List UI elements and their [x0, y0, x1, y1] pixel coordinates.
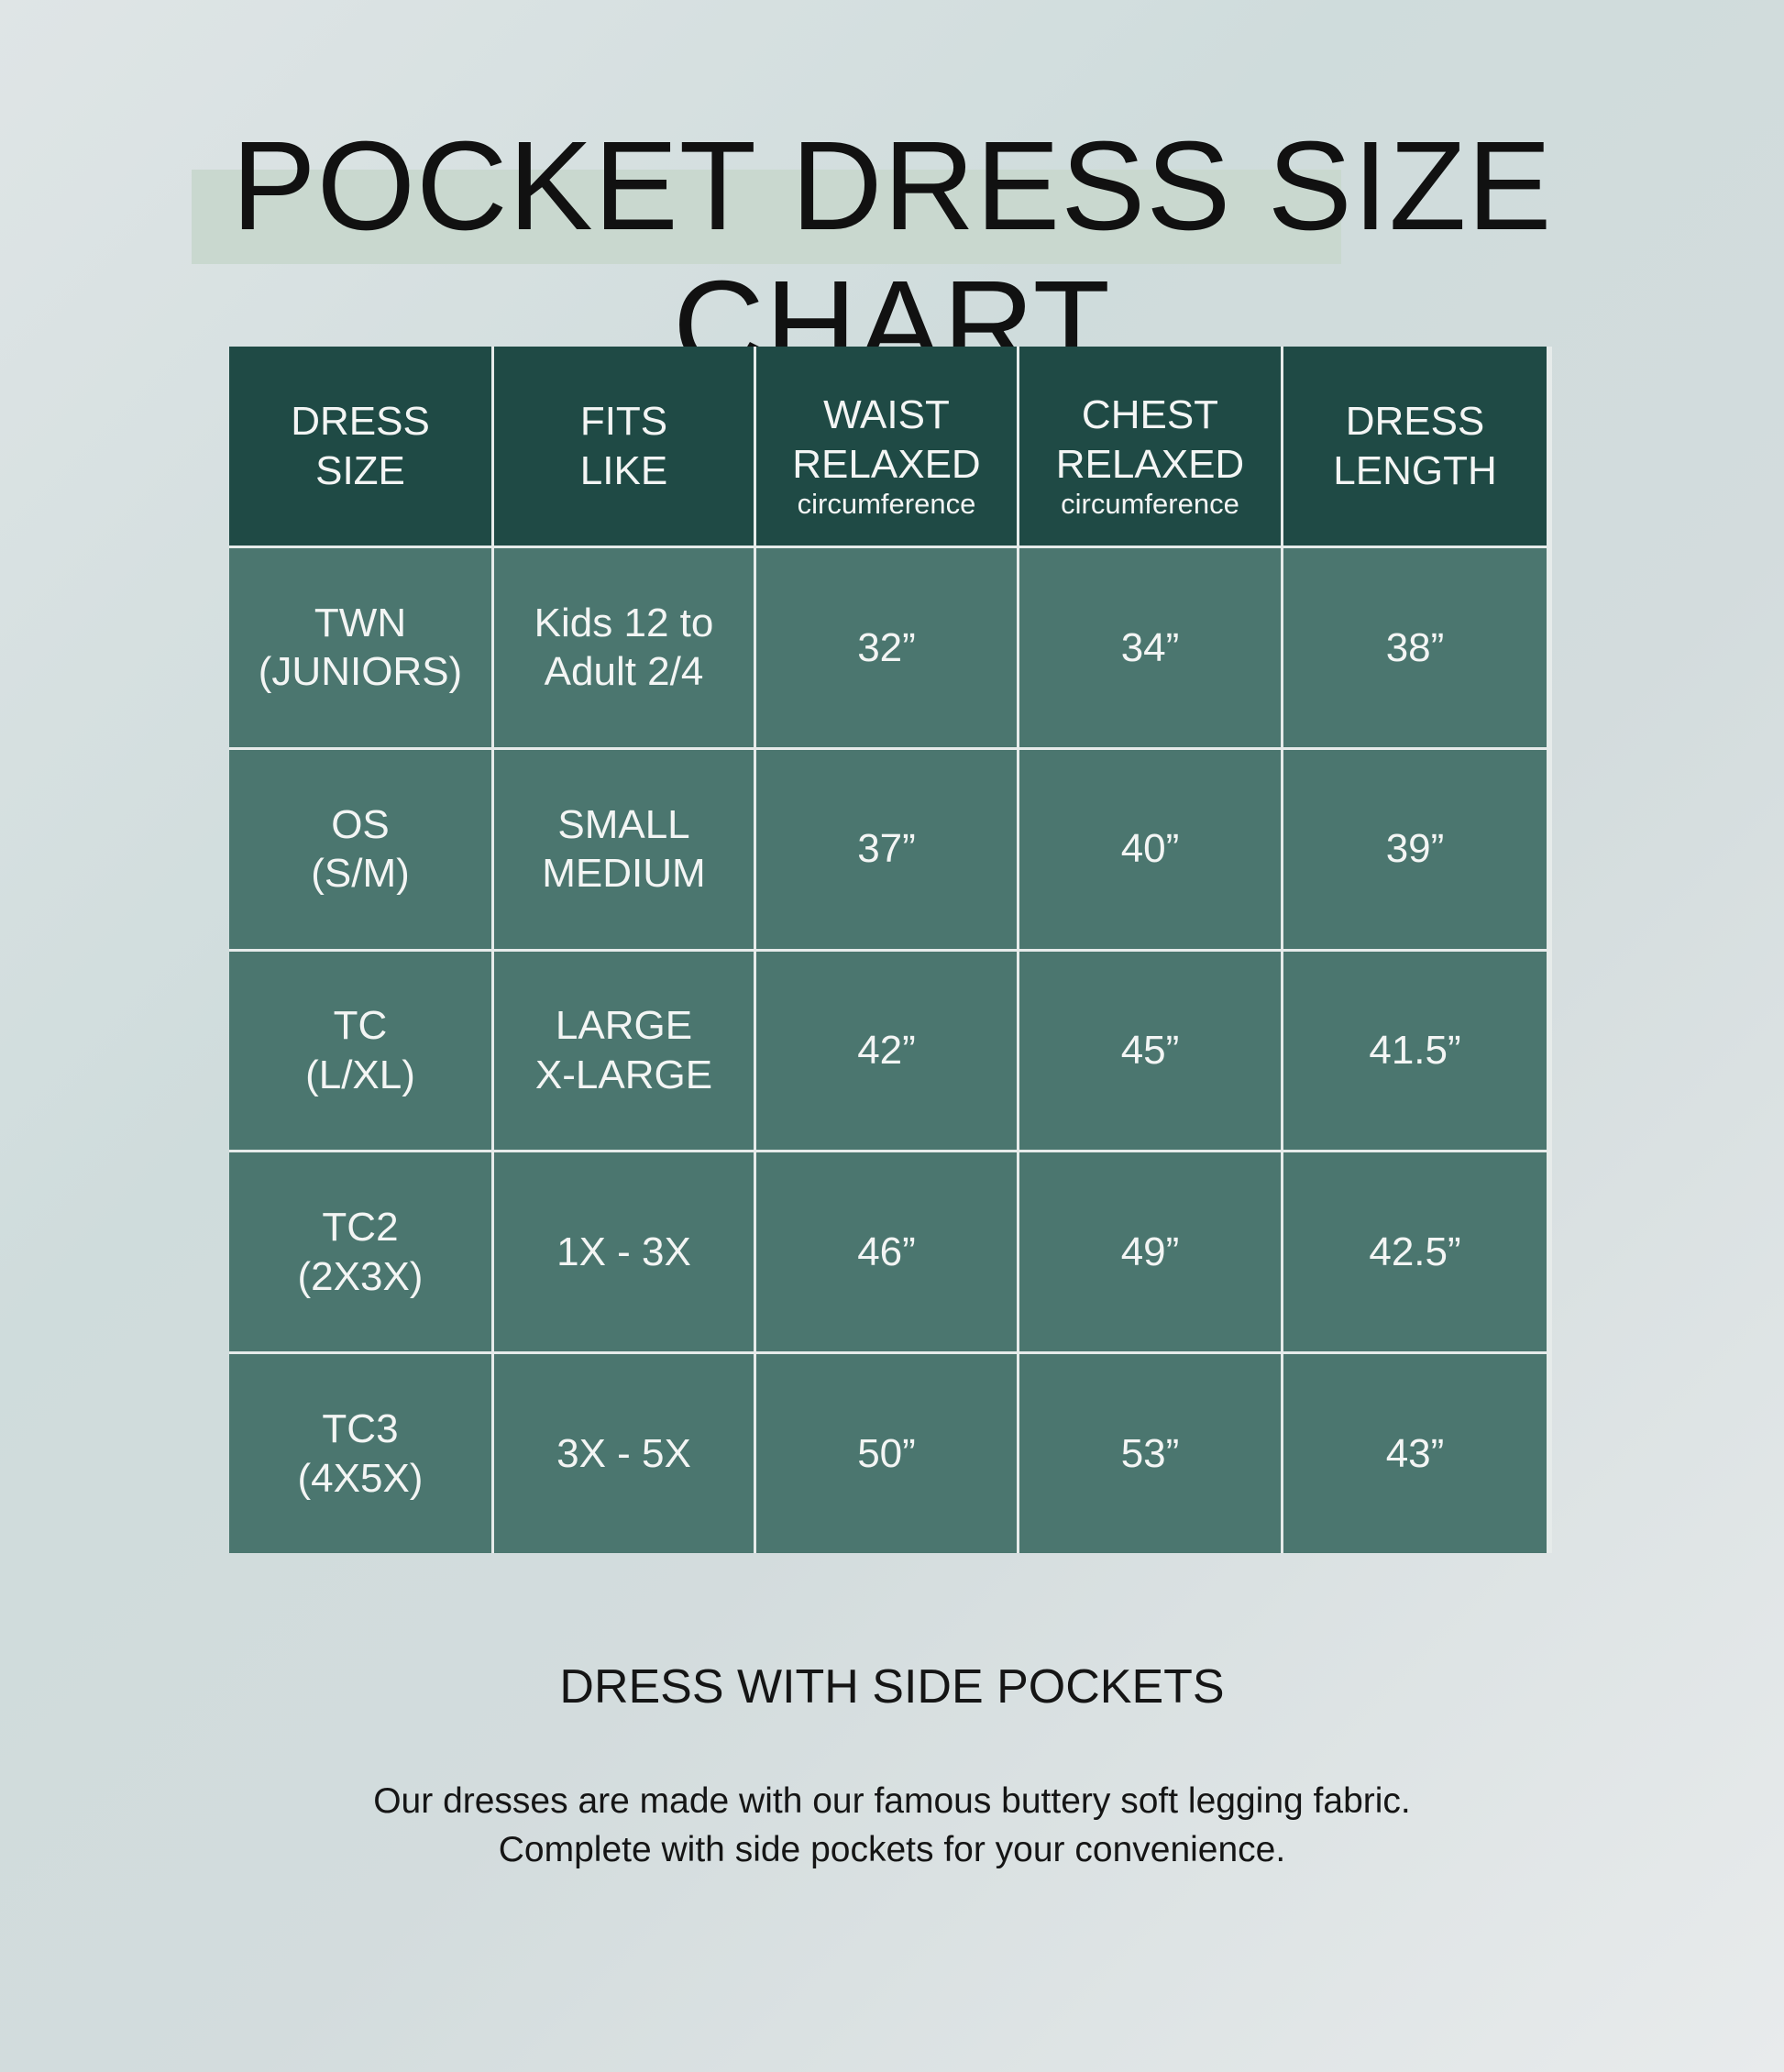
table-cell: 43”	[1283, 1354, 1547, 1553]
table-cell: 39”	[1283, 749, 1547, 949]
table-cell: 53”	[1019, 1354, 1281, 1553]
section-subtitle: DRESS WITH SIDE POCKETS	[559, 1660, 1225, 1714]
table-cell: 45”	[1019, 951, 1281, 1151]
table-cell: TC (L/XL)	[229, 951, 491, 1151]
table-cell: TC3 (4X5X)	[229, 1354, 491, 1553]
table-cell: 3X - 5X	[494, 1354, 754, 1553]
header-label: CHEST RELAXED	[1055, 392, 1245, 487]
header-cell: DRESS LENGTH	[1283, 347, 1547, 546]
page-title: POCKET DRESS SIZE CHART	[231, 116, 1553, 396]
table-cell: 42”	[756, 951, 1017, 1151]
description-line: Our dresses are made with our famous but…	[373, 1781, 1411, 1821]
table-cell: 50”	[756, 1354, 1017, 1553]
size-chart-table: DRESS SIZE FITS LIKE WAIST RELAXED circumfe…	[229, 347, 1552, 1553]
table-cell: 38”	[1283, 548, 1547, 747]
header-sublabel: circumference	[1061, 487, 1239, 520]
table-cell: SMALL MEDIUM	[494, 749, 754, 949]
description: Our dresses are made with our famous but…	[0, 1777, 1784, 1874]
table-cell: TWN (JUNIORS)	[229, 548, 491, 747]
table-cell: 40”	[1019, 749, 1281, 949]
header-cell: FITS LIKE	[494, 347, 754, 546]
title-highlight	[192, 170, 1341, 264]
header-cell: WAIST RELAXED circumference	[756, 347, 1017, 546]
table-cell: TC2 (2X3X)	[229, 1152, 491, 1352]
table-cell: 34”	[1019, 548, 1281, 747]
table-cell: 37”	[756, 749, 1017, 949]
header-label: WAIST RELAXED	[792, 392, 981, 487]
header-sublabel: circumference	[797, 487, 976, 520]
table-cell: Kids 12 to Adult 2/4	[494, 548, 754, 747]
header-label: FITS LIKE	[579, 398, 668, 493]
table-cell: 49”	[1019, 1152, 1281, 1352]
header-cell: DRESS SIZE	[229, 347, 491, 546]
table-cell: 46”	[756, 1152, 1017, 1352]
header-label: DRESS LENGTH	[1333, 398, 1497, 493]
description-line: Complete with side pockets for your conv…	[498, 1830, 1286, 1869]
table-cell: OS (S/M)	[229, 749, 491, 949]
table-cell: 32”	[756, 548, 1017, 747]
header-cell: CHEST RELAXED circumference	[1019, 347, 1281, 546]
table-cell: LARGE X-LARGE	[494, 951, 754, 1151]
header-label: DRESS SIZE	[291, 398, 430, 493]
table-cell: 1X - 3X	[494, 1152, 754, 1352]
table-cell: 42.5”	[1283, 1152, 1547, 1352]
table-cell: 41.5”	[1283, 951, 1547, 1151]
